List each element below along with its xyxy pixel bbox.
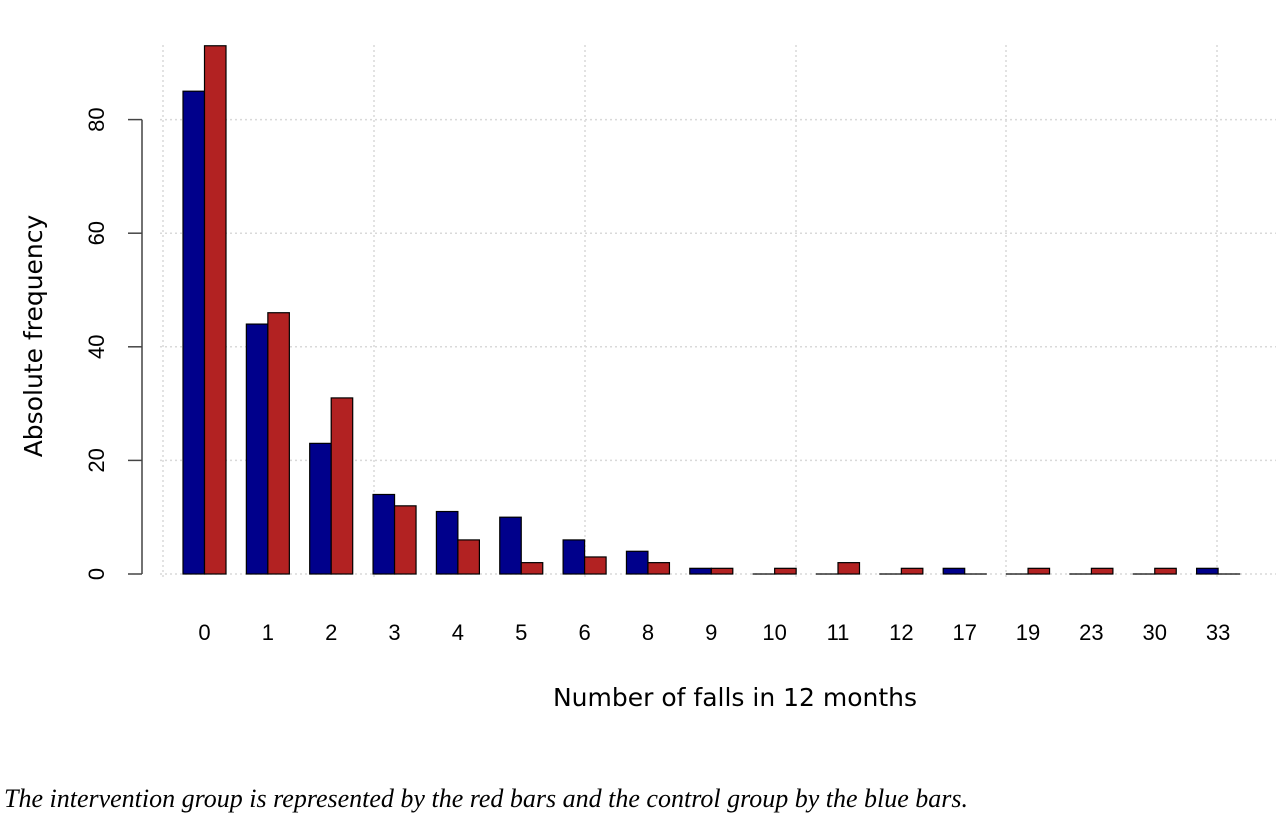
x-tick-label: 1: [262, 620, 274, 645]
x-tick-label: 8: [642, 620, 654, 645]
x-tick-label: 10: [762, 620, 786, 645]
bar-9-series-1: [689, 567, 712, 575]
bar-8-series-2: [647, 562, 671, 575]
y-tick-label: 20: [84, 448, 109, 472]
y-axis-title: Absolute frequency: [19, 214, 48, 457]
x-tick-label: 2: [325, 620, 337, 645]
y-tick-label: 60: [84, 221, 109, 245]
x-tick-label: 19: [1016, 620, 1040, 645]
y-tick-label: 40: [84, 335, 109, 359]
y-tick-label: 0: [84, 568, 109, 580]
bar-5-series-1: [499, 516, 522, 575]
bar-12-series-2: [900, 567, 924, 575]
bar-1-series-1: [245, 323, 269, 575]
bar-0-series-1: [182, 90, 206, 575]
bar-2-series-1: [309, 442, 332, 575]
y-axis: 0 20 40 60 80: [84, 107, 143, 580]
bar-9-series-2: [710, 567, 734, 575]
x-tick-label: 9: [705, 620, 717, 645]
x-tick-label: 5: [515, 620, 527, 645]
bar-17-series-1: [942, 567, 966, 575]
x-tick-label: 3: [388, 620, 400, 645]
x-tick-label: 11: [827, 620, 850, 645]
bars: [182, 45, 1241, 575]
bar-33-series-1: [1195, 567, 1219, 575]
bar-30-series-2: [1154, 567, 1177, 575]
x-tick-label: 12: [889, 620, 913, 645]
x-tick-label: 0: [198, 620, 210, 645]
bar-4-series-1: [435, 510, 459, 575]
bar-8-series-1: [625, 550, 649, 575]
bar-19-series-2: [1027, 567, 1051, 575]
bar-4-series-2: [457, 539, 480, 575]
x-tick-label: 17: [952, 620, 976, 645]
bar-6-series-1: [562, 539, 586, 575]
figure-caption: The intervention group is represented by…: [4, 784, 969, 813]
x-tick-label: 33: [1206, 620, 1230, 645]
bar-0-series-2: [203, 45, 227, 575]
x-tick-label: 6: [578, 620, 590, 645]
bar-1-series-2: [267, 312, 290, 575]
x-tick-label: 30: [1143, 620, 1167, 645]
bar-10-series-2: [774, 567, 797, 575]
bar-3-series-1: [372, 493, 396, 575]
bar-3-series-2: [393, 505, 417, 575]
bar-6-series-2: [583, 556, 607, 575]
bar-2-series-2: [330, 397, 354, 575]
bar-11-series-2: [837, 562, 861, 575]
y-tick-label: 80: [84, 107, 109, 131]
x-tick-labels: 0 1 2 3 4 5 6 8 9 10 11 12 17 19 23 30 33: [198, 620, 1230, 645]
x-axis-title: Number of falls in 12 months: [553, 683, 917, 712]
bar-5-series-2: [520, 562, 544, 575]
bar-23-series-2: [1090, 567, 1114, 575]
x-tick-label: 4: [452, 620, 464, 645]
x-tick-label: 23: [1079, 620, 1103, 645]
